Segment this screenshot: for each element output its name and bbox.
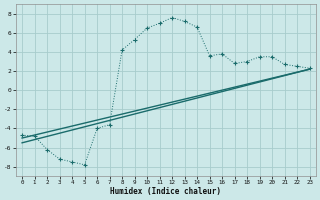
X-axis label: Humidex (Indice chaleur): Humidex (Indice chaleur) (110, 187, 221, 196)
